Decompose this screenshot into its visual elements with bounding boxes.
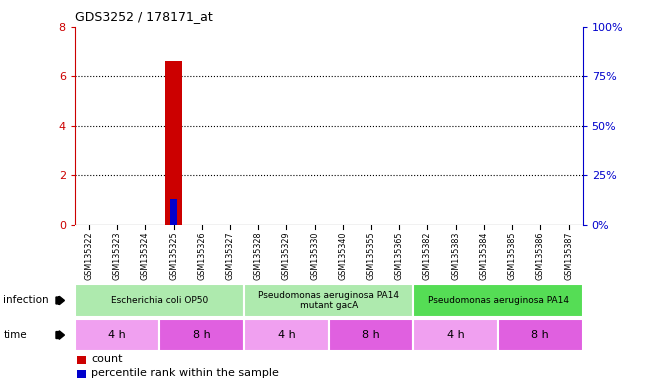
Text: 8 h: 8 h <box>193 330 211 340</box>
Text: GSM135387: GSM135387 <box>564 232 573 280</box>
Text: Pseudomonas aeruginosa PA14: Pseudomonas aeruginosa PA14 <box>428 296 568 305</box>
Bar <box>165 61 182 225</box>
Bar <box>413 319 498 351</box>
Text: GSM135386: GSM135386 <box>536 232 545 280</box>
Text: GSM135382: GSM135382 <box>423 232 432 280</box>
Bar <box>170 199 177 225</box>
Text: GSM135340: GSM135340 <box>339 232 348 280</box>
Text: 4 h: 4 h <box>108 330 126 340</box>
Bar <box>498 319 583 351</box>
Text: GDS3252 / 178171_at: GDS3252 / 178171_at <box>75 10 213 23</box>
Text: 8 h: 8 h <box>362 330 380 340</box>
Text: 4 h: 4 h <box>277 330 296 340</box>
Text: GSM135322: GSM135322 <box>85 232 94 280</box>
Text: GSM135327: GSM135327 <box>225 232 234 280</box>
Bar <box>75 319 159 351</box>
Text: GSM135355: GSM135355 <box>367 232 376 280</box>
Text: GSM135323: GSM135323 <box>113 232 122 280</box>
Text: Pseudomonas aeruginosa PA14
mutant gacA: Pseudomonas aeruginosa PA14 mutant gacA <box>258 291 399 310</box>
Text: GSM135330: GSM135330 <box>310 232 319 280</box>
Bar <box>244 319 329 351</box>
Bar <box>329 319 413 351</box>
Text: GSM135365: GSM135365 <box>395 232 404 280</box>
Bar <box>75 284 244 317</box>
Text: percentile rank within the sample: percentile rank within the sample <box>91 368 279 378</box>
Text: GSM135383: GSM135383 <box>451 232 460 280</box>
Text: infection: infection <box>3 295 49 306</box>
Text: 4 h: 4 h <box>447 330 465 340</box>
Text: Escherichia coli OP50: Escherichia coli OP50 <box>111 296 208 305</box>
Text: GSM135326: GSM135326 <box>197 232 206 280</box>
Bar <box>413 284 583 317</box>
Text: GSM135328: GSM135328 <box>254 232 263 280</box>
Text: count: count <box>91 354 122 364</box>
Text: GSM135385: GSM135385 <box>508 232 517 280</box>
Text: time: time <box>3 330 27 340</box>
Bar <box>244 284 413 317</box>
Text: GSM135384: GSM135384 <box>479 232 488 280</box>
Text: GSM135329: GSM135329 <box>282 232 291 280</box>
Text: GSM135325: GSM135325 <box>169 232 178 280</box>
Text: 8 h: 8 h <box>531 330 549 340</box>
Text: GSM135324: GSM135324 <box>141 232 150 280</box>
Bar <box>159 319 244 351</box>
